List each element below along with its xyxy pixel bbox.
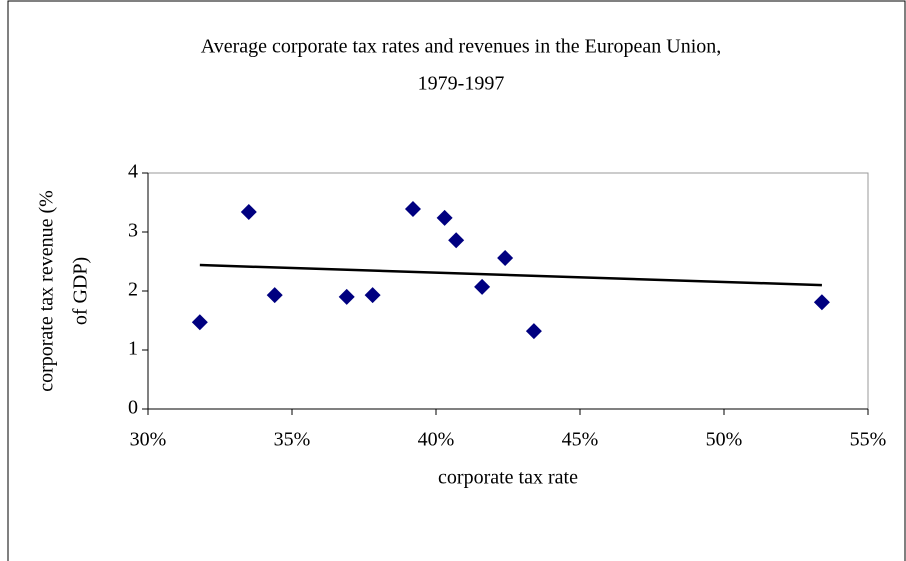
point	[338, 288, 355, 305]
x-axis-label: corporate tax rate	[438, 467, 578, 489]
x-tick-label: 40%	[418, 429, 455, 451]
y-tick-label: 4	[128, 161, 138, 183]
point	[436, 209, 453, 226]
point	[266, 287, 283, 304]
plot-area	[147, 172, 869, 410]
y-tick-label: 0	[128, 397, 138, 419]
point	[497, 249, 514, 266]
y-axis-label-line: of GDP)	[70, 257, 92, 325]
point	[813, 294, 830, 311]
chart-title: 1979-1997	[418, 73, 505, 95]
point	[404, 200, 421, 217]
point	[191, 314, 208, 331]
y-axis-label-line: corporate tax revenue (%	[36, 190, 58, 392]
y-tick-label: 1	[128, 338, 138, 360]
x-tick-label: 35%	[274, 429, 311, 451]
trend-line	[199, 263, 822, 287]
point	[448, 232, 465, 249]
y-tick-label: 3	[128, 220, 138, 242]
x-tick-label: 45%	[562, 429, 599, 451]
y-tick-label: 2	[128, 279, 138, 301]
chart-frame	[7, 0, 906, 561]
x-tick-label: 50%	[706, 429, 743, 451]
point	[525, 323, 542, 340]
chart-title: Average corporate tax rates and revenues…	[201, 36, 722, 58]
y-axis-label: corporate tax revenue (% of GDP)	[36, 190, 92, 392]
point	[240, 203, 257, 220]
x-tick-label: 55%	[850, 429, 887, 451]
point	[474, 278, 491, 295]
point	[364, 287, 381, 304]
x-tick-label: 30%	[130, 429, 167, 451]
